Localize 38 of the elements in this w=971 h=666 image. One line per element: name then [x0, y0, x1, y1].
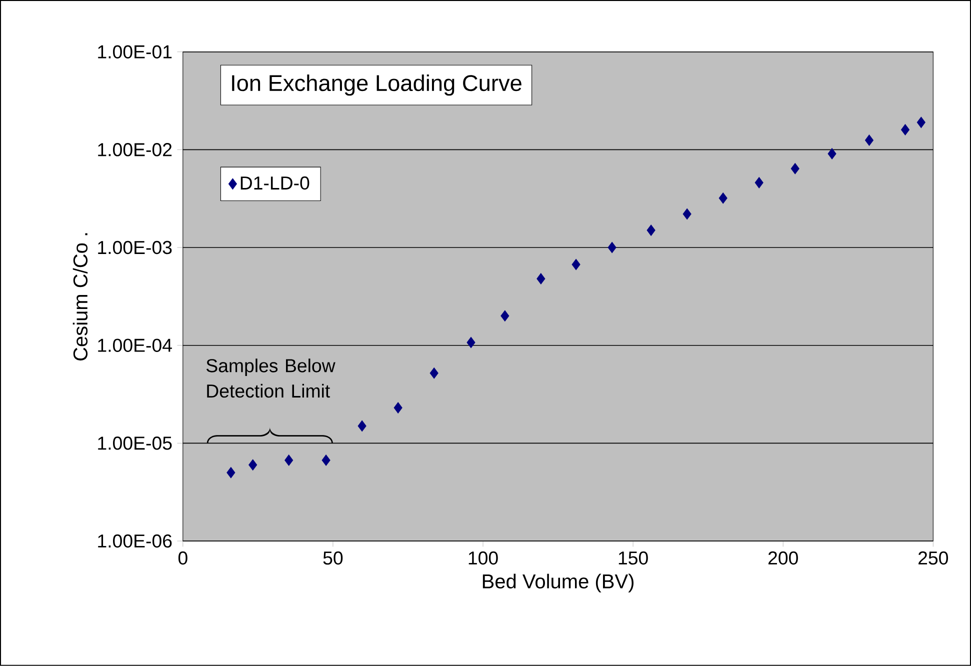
y-tick-label: 1.00E-01	[98, 45, 172, 59]
x-tick-label: 250	[918, 551, 948, 565]
point	[754, 177, 764, 188]
point	[828, 148, 836, 160]
annotation: Samples Below Detection Limit	[206, 358, 336, 398]
point	[864, 134, 874, 146]
point	[536, 273, 546, 284]
x-tick-label: 0	[178, 551, 188, 565]
y-tick-label: 1.00E-06	[98, 534, 172, 548]
point	[248, 459, 258, 471]
point	[358, 420, 366, 432]
point	[500, 310, 510, 322]
x-tick-label: 150	[618, 551, 648, 565]
y-axis-title: Cesium C/Co .	[72, 233, 88, 361]
legend-label: D1-LD-0	[240, 176, 310, 190]
text: Ion Exchange Loading Curve	[232, 74, 522, 96]
point	[466, 336, 476, 348]
point	[284, 454, 294, 466]
point	[900, 124, 910, 136]
point	[322, 454, 330, 466]
point	[646, 224, 656, 236]
y-tick-label: 1.00E-05	[98, 436, 172, 450]
y-tick-label: 1.00E-03	[98, 240, 172, 254]
y-tick-label: 1.00E-04	[98, 338, 172, 352]
point	[790, 163, 800, 174]
point	[682, 208, 692, 220]
y-tick-label: 1.00E-02	[98, 143, 172, 156]
x-axis-title: Bed Volume (BV)	[482, 574, 634, 592]
point	[394, 402, 402, 414]
x-tick-label: 50	[323, 551, 343, 565]
x-tick-label: 200	[768, 551, 798, 565]
point	[718, 192, 728, 204]
point	[430, 368, 438, 379]
point	[226, 467, 236, 478]
point	[608, 242, 616, 254]
point	[916, 116, 926, 128]
x-tick-label: 100	[468, 551, 498, 565]
point	[572, 258, 580, 270]
